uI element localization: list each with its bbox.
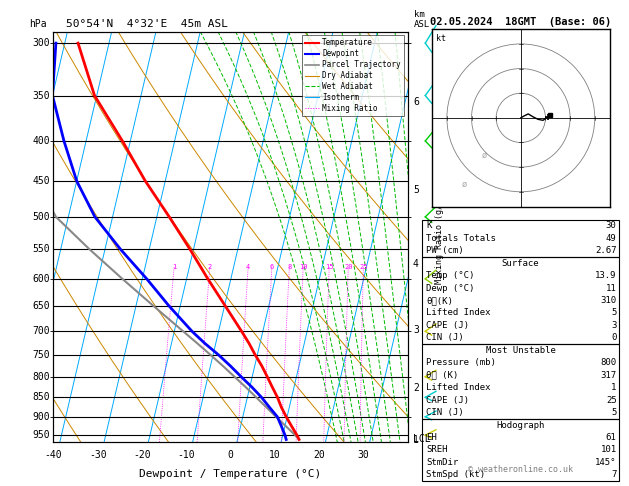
Text: 25: 25 xyxy=(359,264,367,270)
Text: ø: ø xyxy=(481,150,486,159)
Legend: Temperature, Dewpoint, Parcel Trajectory, Dry Adiabat, Wet Adiabat, Isotherm, Mi: Temperature, Dewpoint, Parcel Trajectory… xyxy=(302,35,404,116)
Text: 30: 30 xyxy=(357,450,369,460)
Bar xyxy=(423,419,619,481)
Text: 61: 61 xyxy=(606,433,616,442)
Text: Totals Totals: Totals Totals xyxy=(426,234,496,243)
Text: EH: EH xyxy=(426,433,437,442)
Text: 8: 8 xyxy=(287,264,291,270)
Text: 2.67: 2.67 xyxy=(595,246,616,255)
Text: StmSpd (kt): StmSpd (kt) xyxy=(426,470,486,479)
Text: Dewpoint / Temperature (°C): Dewpoint / Temperature (°C) xyxy=(140,469,321,479)
Text: km
ASL: km ASL xyxy=(414,10,430,29)
Text: 6: 6 xyxy=(413,97,419,107)
Text: Surface: Surface xyxy=(502,259,539,268)
Text: 25: 25 xyxy=(606,396,616,405)
Text: Mixing Ratio (g/kg): Mixing Ratio (g/kg) xyxy=(435,190,444,284)
Text: 400: 400 xyxy=(32,136,50,146)
Text: 300: 300 xyxy=(32,38,50,48)
Text: SREH: SREH xyxy=(426,446,448,454)
Text: 49: 49 xyxy=(606,234,616,243)
Text: 3: 3 xyxy=(413,325,419,335)
Text: 10: 10 xyxy=(299,264,308,270)
Text: 4: 4 xyxy=(246,264,250,270)
Text: 3: 3 xyxy=(611,321,616,330)
Text: 10: 10 xyxy=(269,450,281,460)
Text: 2: 2 xyxy=(208,264,212,270)
Text: 550: 550 xyxy=(32,244,50,254)
Text: 2: 2 xyxy=(413,382,419,393)
Text: kt: kt xyxy=(436,35,446,43)
Text: 5: 5 xyxy=(413,185,419,195)
Text: 310: 310 xyxy=(601,296,616,305)
Text: CAPE (J): CAPE (J) xyxy=(426,321,469,330)
Text: 50°54'N  4°32'E  45m ASL: 50°54'N 4°32'E 45m ASL xyxy=(66,19,228,29)
Text: 7: 7 xyxy=(611,470,616,479)
Text: 800: 800 xyxy=(32,372,50,382)
Bar xyxy=(423,220,619,257)
Text: CAPE (J): CAPE (J) xyxy=(426,396,469,405)
Text: CIN (J): CIN (J) xyxy=(426,333,464,342)
Text: 500: 500 xyxy=(32,212,50,222)
Text: PW (cm): PW (cm) xyxy=(426,246,464,255)
Text: 30: 30 xyxy=(606,221,616,230)
Text: -30: -30 xyxy=(89,450,106,460)
Text: -20: -20 xyxy=(133,450,151,460)
Text: 5: 5 xyxy=(611,408,616,417)
Text: CIN (J): CIN (J) xyxy=(426,408,464,417)
Text: 317: 317 xyxy=(601,371,616,380)
Text: 700: 700 xyxy=(32,326,50,336)
Text: 4: 4 xyxy=(413,260,419,269)
Text: 20: 20 xyxy=(344,264,352,270)
Text: 101: 101 xyxy=(601,446,616,454)
Text: 800: 800 xyxy=(601,358,616,367)
Text: 11: 11 xyxy=(606,283,616,293)
Text: 900: 900 xyxy=(32,412,50,422)
Text: 1: 1 xyxy=(611,383,616,392)
Bar xyxy=(423,257,619,344)
Text: 950: 950 xyxy=(32,430,50,440)
Text: 02.05.2024  18GMT  (Base: 06): 02.05.2024 18GMT (Base: 06) xyxy=(430,17,611,27)
Text: Most Unstable: Most Unstable xyxy=(486,346,555,355)
Text: 5: 5 xyxy=(611,309,616,317)
Text: Lifted Index: Lifted Index xyxy=(426,309,491,317)
Text: K: K xyxy=(426,221,432,230)
Text: 350: 350 xyxy=(32,90,50,101)
Text: 6: 6 xyxy=(270,264,274,270)
Text: 450: 450 xyxy=(32,176,50,186)
Text: 1: 1 xyxy=(413,435,419,445)
Text: Dewp (°C): Dewp (°C) xyxy=(426,283,475,293)
Text: StmDir: StmDir xyxy=(426,458,459,467)
Text: Lifted Index: Lifted Index xyxy=(426,383,491,392)
Text: θᴁ (K): θᴁ (K) xyxy=(426,371,459,380)
Text: 145°: 145° xyxy=(595,458,616,467)
Text: 15: 15 xyxy=(325,264,333,270)
Text: 7: 7 xyxy=(413,0,419,2)
Text: 650: 650 xyxy=(32,301,50,311)
Text: 20: 20 xyxy=(313,450,325,460)
Text: -10: -10 xyxy=(177,450,195,460)
Text: Temp (°C): Temp (°C) xyxy=(426,271,475,280)
Text: -40: -40 xyxy=(45,450,62,460)
Text: © weatheronline.co.uk: © weatheronline.co.uk xyxy=(468,465,573,474)
Text: ø: ø xyxy=(462,180,467,189)
Text: Hodograph: Hodograph xyxy=(496,420,545,430)
Text: 850: 850 xyxy=(32,392,50,402)
Text: 600: 600 xyxy=(32,274,50,284)
Text: θᴁ(K): θᴁ(K) xyxy=(426,296,454,305)
Bar xyxy=(423,344,619,419)
Text: Pressure (mb): Pressure (mb) xyxy=(426,358,496,367)
Text: 750: 750 xyxy=(32,350,50,360)
Text: 0: 0 xyxy=(228,450,233,460)
Text: 1: 1 xyxy=(172,264,176,270)
Text: LCL: LCL xyxy=(413,434,430,444)
Text: 0: 0 xyxy=(611,333,616,342)
Text: hPa: hPa xyxy=(30,19,47,29)
Text: 13.9: 13.9 xyxy=(595,271,616,280)
